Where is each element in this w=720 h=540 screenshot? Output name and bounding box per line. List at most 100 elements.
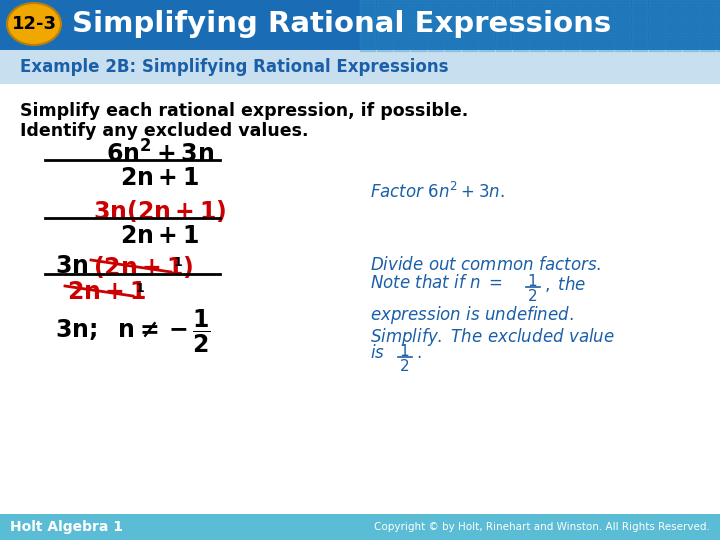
Bar: [666, 0, 682, 1]
Bar: [377, 0, 393, 1]
Text: $\mathit{expression\ is\ undefined.}$: $\mathit{expression\ is\ undefined.}$: [370, 304, 574, 326]
Bar: [615, 19, 631, 35]
Text: $\mathbf{2n+1}$: $\mathbf{2n+1}$: [120, 166, 199, 190]
Bar: [683, 0, 699, 1]
Bar: [666, 19, 682, 35]
Bar: [513, 19, 529, 35]
Bar: [513, 0, 529, 1]
Text: $\mathbf{3n(2n+1)}$: $\mathbf{3n(2n+1)}$: [94, 198, 227, 224]
Text: Example 2B: Simplifying Rational Expressions: Example 2B: Simplifying Rational Express…: [20, 58, 449, 76]
Bar: [717, 36, 720, 52]
Text: Simplify each rational expression, if possible.: Simplify each rational expression, if po…: [20, 102, 468, 120]
Bar: [564, 19, 580, 35]
Bar: [394, 36, 410, 52]
Bar: [479, 19, 495, 35]
Text: $\mathbf{1}$: $\mathbf{1}$: [173, 256, 183, 269]
Bar: [581, 36, 597, 52]
Bar: [530, 2, 546, 18]
Bar: [598, 19, 614, 35]
Bar: [394, 19, 410, 35]
Bar: [496, 19, 512, 35]
Bar: [717, 0, 720, 1]
Text: $\mathit{Note\ that\ if\ n\ =\ }$: $\mathit{Note\ that\ if\ n\ =\ }$: [370, 274, 503, 292]
Text: $\mathbf{2n+1}$: $\mathbf{2n+1}$: [120, 224, 199, 248]
Text: $\mathbf{2n+1}$: $\mathbf{2n+1}$: [67, 280, 146, 304]
Bar: [547, 2, 563, 18]
Bar: [428, 0, 444, 1]
Bar: [360, 19, 376, 35]
Bar: [598, 2, 614, 18]
Bar: [632, 2, 648, 18]
Bar: [411, 2, 427, 18]
Bar: [377, 36, 393, 52]
Text: $\mathit{Simplify.\ The\ excluded\ value}$: $\mathit{Simplify.\ The\ excluded\ value…: [370, 326, 615, 348]
Bar: [428, 19, 444, 35]
Bar: [717, 2, 720, 18]
Text: Simplifying Rational Expressions: Simplifying Rational Expressions: [72, 10, 611, 38]
Bar: [462, 19, 478, 35]
Text: $\mathbf{1}$: $\mathbf{1}$: [135, 282, 145, 295]
Bar: [615, 2, 631, 18]
Text: $\mathbf{(2n+1)}$: $\mathbf{(2n+1)}$: [93, 254, 193, 280]
Bar: [462, 2, 478, 18]
Text: $\mathit{,\ the}$: $\mathit{,\ the}$: [544, 274, 587, 294]
Bar: [683, 36, 699, 52]
Bar: [479, 36, 495, 52]
Bar: [547, 19, 563, 35]
Bar: [360, 2, 376, 18]
Bar: [683, 2, 699, 18]
Bar: [513, 2, 529, 18]
Bar: [649, 0, 665, 1]
Text: $\mathit{Factor\ 6n^2 + 3n.}$: $\mathit{Factor\ 6n^2 + 3n.}$: [370, 182, 505, 202]
Text: Holt Algebra 1: Holt Algebra 1: [10, 520, 123, 534]
Bar: [649, 19, 665, 35]
Bar: [462, 0, 478, 1]
Bar: [0, 50, 720, 84]
Bar: [700, 0, 716, 1]
Bar: [666, 2, 682, 18]
Bar: [377, 19, 393, 35]
Bar: [479, 0, 495, 1]
Bar: [394, 2, 410, 18]
Bar: [428, 2, 444, 18]
Bar: [445, 2, 461, 18]
Bar: [717, 19, 720, 35]
Bar: [513, 36, 529, 52]
Bar: [428, 36, 444, 52]
Bar: [445, 19, 461, 35]
Text: Copyright © by Holt, Rinehart and Winston. All Rights Reserved.: Copyright © by Holt, Rinehart and Winsto…: [374, 522, 710, 532]
Bar: [411, 36, 427, 52]
Bar: [530, 36, 546, 52]
Bar: [462, 36, 478, 52]
Text: $\mathbf{3n;\ \ n \neq -\dfrac{1}{2}}$: $\mathbf{3n;\ \ n \neq -\dfrac{1}{2}}$: [55, 308, 211, 355]
Bar: [530, 0, 546, 1]
Bar: [360, 0, 376, 1]
Bar: [615, 0, 631, 1]
Bar: [649, 36, 665, 52]
Text: $\mathit{2}$: $\mathit{2}$: [399, 358, 409, 374]
Bar: [479, 2, 495, 18]
Bar: [0, 0, 720, 50]
Bar: [0, 514, 720, 540]
Bar: [547, 36, 563, 52]
Text: $\mathbf{6n^2+3n}$: $\mathbf{6n^2+3n}$: [106, 140, 214, 167]
Bar: [564, 36, 580, 52]
Bar: [649, 2, 665, 18]
Bar: [700, 19, 716, 35]
Bar: [394, 0, 410, 1]
Text: $\mathbf{3n}$: $\mathbf{3n}$: [55, 254, 89, 278]
Bar: [598, 36, 614, 52]
Bar: [632, 0, 648, 1]
Bar: [632, 19, 648, 35]
Text: $\mathit{1}$: $\mathit{1}$: [527, 273, 537, 289]
Bar: [700, 2, 716, 18]
Bar: [598, 0, 614, 1]
Bar: [445, 36, 461, 52]
Bar: [360, 36, 376, 52]
Bar: [700, 36, 716, 52]
Bar: [581, 0, 597, 1]
Text: Identify any excluded values.: Identify any excluded values.: [20, 122, 308, 140]
Bar: [666, 36, 682, 52]
Bar: [632, 36, 648, 52]
Bar: [496, 2, 512, 18]
